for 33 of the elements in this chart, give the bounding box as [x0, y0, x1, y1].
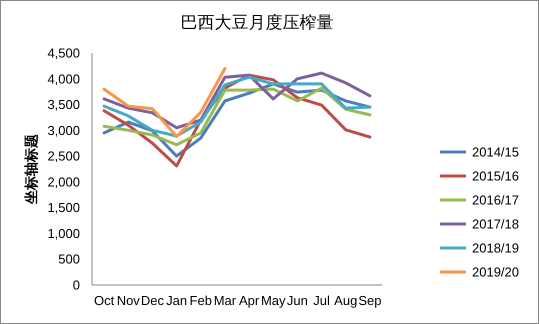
- y-tick-label: 2,500: [47, 148, 80, 164]
- legend-label: 2018/19: [472, 240, 519, 256]
- x-tick-label: Dec: [140, 293, 164, 308]
- x-tick-label: Jan: [166, 293, 188, 308]
- x-tick-label: Mar: [214, 293, 237, 308]
- x-tick-label: Sep: [358, 293, 382, 308]
- line-series: [102, 66, 226, 138]
- line-series: [102, 86, 372, 146]
- legend-label: 2016/17: [472, 192, 519, 208]
- y-tick-label: 4,500: [47, 46, 80, 60]
- x-tick-label: Jul: [313, 293, 330, 308]
- y-tick-label: 0: [72, 278, 80, 292]
- x-tick-label: Nov: [116, 293, 140, 308]
- legend-label: 2014/15: [472, 144, 519, 160]
- chart-title: 巴西大豆月度压榨量: [180, 13, 334, 32]
- legend-label: 2019/20: [472, 264, 519, 280]
- line-series: [102, 76, 372, 138]
- x-tick-label: Jun: [286, 293, 308, 308]
- x-tick-label: Oct: [94, 293, 115, 308]
- y-tick-label: 3,000: [47, 122, 80, 138]
- y-tick-label: 2,000: [47, 174, 80, 190]
- y-tick-label: 1,500: [47, 200, 80, 216]
- legend-label: 2015/16: [472, 168, 519, 184]
- y-tick-label: 1,000: [47, 226, 80, 241]
- x-tick-label: Aug: [334, 293, 358, 308]
- x-tick-label: Apr: [238, 293, 260, 308]
- y-tick-label: 4,000: [47, 71, 80, 86]
- y-tick-label: 500: [58, 252, 80, 267]
- y-axis-title: 坐标轴标题: [24, 134, 40, 205]
- x-tick-label: May: [260, 293, 286, 308]
- y-tick-label: 3,500: [47, 97, 80, 112]
- legend-label: 2017/18: [472, 216, 519, 232]
- x-tick-label: Feb: [190, 293, 212, 308]
